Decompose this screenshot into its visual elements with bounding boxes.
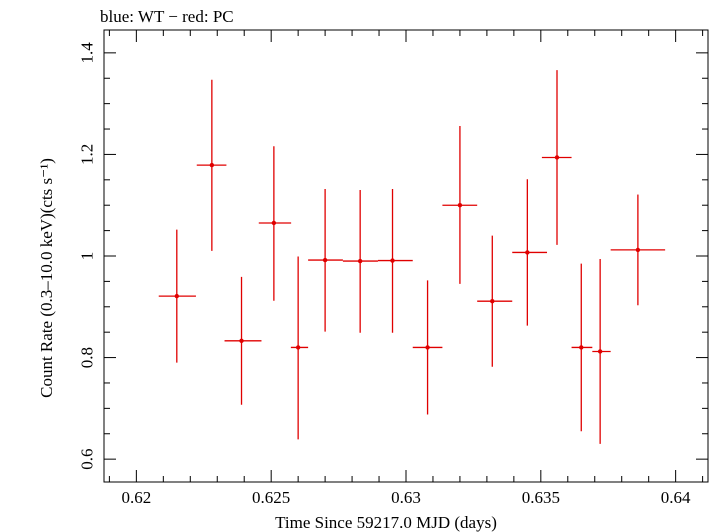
- data-point: [541, 70, 572, 245]
- data-marker: [554, 155, 560, 160]
- plot-frame: [103, 29, 709, 483]
- chart-title: blue: WT − red: PC: [100, 7, 234, 26]
- y-tick-label: 1.2: [78, 144, 97, 165]
- data-point: [377, 188, 413, 333]
- data-marker: [579, 345, 584, 350]
- data-point: [592, 259, 611, 444]
- data-point: [571, 263, 593, 432]
- data-points: [158, 70, 666, 444]
- y-tick-label: 0.6: [78, 449, 97, 470]
- data-point: [512, 179, 548, 326]
- y-tick-label: 0.8: [78, 347, 97, 368]
- data-marker: [271, 220, 277, 226]
- y-axis-label: Count Rate (0.3–10.0 keV)(cts s⁻¹): [37, 158, 56, 398]
- data-marker: [295, 345, 301, 350]
- data-marker: [174, 293, 180, 299]
- data-marker: [390, 258, 395, 263]
- data-point: [477, 235, 513, 367]
- y-tick-label: 1: [78, 252, 97, 261]
- data-marker: [239, 338, 244, 344]
- data-point: [258, 146, 292, 301]
- axis-ticks: [104, 30, 708, 482]
- data-point: [224, 276, 262, 405]
- data-marker: [357, 258, 363, 264]
- axis-tick-labels: 0.62 0.625 0.63 0.635 0.64 0.6 0.8 1 1.2 1.4: [78, 42, 692, 507]
- data-point: [308, 188, 343, 332]
- data-marker: [457, 203, 463, 208]
- data-marker: [322, 257, 328, 263]
- data-point: [158, 229, 196, 363]
- data-point: [610, 194, 666, 306]
- x-tick-label: 0.63: [391, 488, 421, 507]
- data-point: [290, 256, 309, 440]
- data-point: [442, 125, 478, 284]
- data-marker: [635, 247, 641, 253]
- x-tick-label: 0.635: [522, 488, 560, 507]
- x-axis-label: Time Since 59217.0 MJD (days): [275, 513, 497, 532]
- data-marker: [597, 349, 603, 354]
- data-marker: [525, 250, 530, 255]
- data-marker: [490, 299, 495, 304]
- data-point: [412, 280, 443, 415]
- data-marker: [425, 345, 430, 350]
- x-tick-label: 0.625: [252, 488, 290, 507]
- data-marker: [209, 162, 215, 168]
- data-point: [342, 189, 378, 333]
- data-point: [196, 79, 227, 251]
- y-tick-label: 1.4: [78, 42, 97, 64]
- x-tick-label: 0.64: [661, 488, 691, 507]
- x-tick-label: 0.62: [121, 488, 151, 507]
